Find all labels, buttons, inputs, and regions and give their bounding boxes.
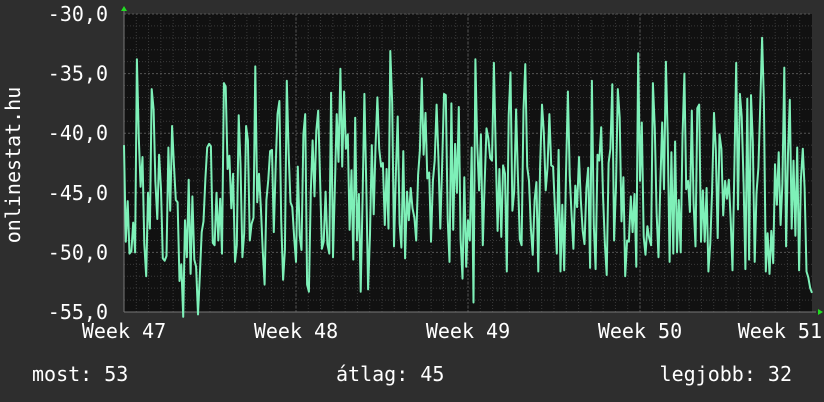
y-tick-label: -30,0 (48, 2, 108, 26)
x-tick-label: Week 49 (426, 319, 510, 343)
x-tick-label: Week 51 (738, 319, 822, 343)
x-tick-label: Week 48 (254, 319, 338, 343)
x-axis-arrow (818, 309, 823, 315)
y-axis-label: onlinestat.hu (1, 87, 25, 244)
y-tick-label: -45,0 (48, 181, 108, 205)
y-axis-arrow (121, 6, 127, 11)
y-tick-label: -55,0 (48, 300, 108, 324)
stat-current: most: 53 (32, 362, 129, 386)
y-tick-label: -35,0 (48, 62, 108, 86)
series-layer (123, 36, 813, 318)
x-tick-label: Week 50 (598, 319, 682, 343)
stat-best: legjobb: 32 (659, 362, 792, 386)
series-line (123, 36, 813, 318)
y-tick-label: -50,0 (48, 240, 108, 264)
x-tick-label: Week 47 (82, 319, 166, 343)
stat-average: átlag: 45 (336, 362, 445, 386)
y-tick-label: -40,0 (48, 121, 108, 145)
